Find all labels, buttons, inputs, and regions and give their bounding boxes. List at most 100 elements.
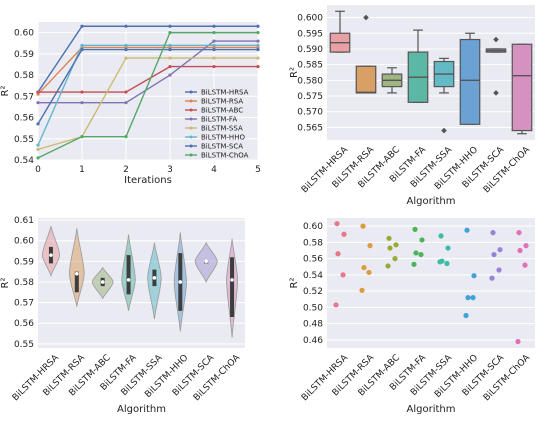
series-marker xyxy=(168,48,172,52)
violin-median-dot xyxy=(178,280,183,284)
series-marker xyxy=(256,48,260,52)
violin-median-dot xyxy=(49,253,53,257)
series-marker xyxy=(80,48,84,52)
series-marker xyxy=(80,43,84,47)
panel-top-left-line-chart: 0 1 2 3 4 5 0.54 0.55 0.56 0.57 0.58 0.59 0.60 R² Iter… xyxy=(0,22,261,186)
strip-point xyxy=(419,237,425,243)
legend-marker xyxy=(189,99,193,103)
box-outlier xyxy=(493,90,499,96)
legend-marker xyxy=(189,90,193,94)
strip-point xyxy=(445,245,451,251)
series-marker xyxy=(168,31,172,35)
legend-marker xyxy=(189,153,193,157)
series-marker xyxy=(168,64,172,69)
strip-point xyxy=(463,312,469,319)
y-tick-label: 0.54 xyxy=(303,271,323,281)
strip-point xyxy=(387,245,393,251)
strip-point xyxy=(361,264,367,271)
strip-point xyxy=(465,295,471,301)
series-marker xyxy=(212,39,216,43)
series-marker xyxy=(256,43,260,47)
violin-median-dot xyxy=(230,278,234,282)
y-tick-label: 0.48 xyxy=(303,320,323,330)
y-tick-label: 0.580 xyxy=(297,76,323,86)
x-tick-label: 1 xyxy=(79,165,85,175)
series-marker xyxy=(36,90,40,94)
y-tick-label: 0.55 xyxy=(14,340,34,350)
strip-point xyxy=(497,247,503,253)
strip-point xyxy=(522,262,528,268)
series-marker xyxy=(212,43,216,47)
legend-marker xyxy=(189,108,193,112)
series-marker xyxy=(256,39,260,43)
series-marker xyxy=(80,101,84,105)
strip-point xyxy=(517,247,523,254)
series-marker xyxy=(80,24,84,28)
y-tick-label: 0.57 xyxy=(14,299,34,309)
strip-point xyxy=(471,273,477,279)
strip-point xyxy=(359,287,365,293)
x-tick-label: 0 xyxy=(35,165,41,175)
y-tick-label: 0.61 xyxy=(14,216,34,226)
box-outlier xyxy=(363,14,369,21)
plot-background xyxy=(327,218,535,348)
series-marker xyxy=(124,90,128,94)
legend-label: BiLSTM-SCA xyxy=(201,143,243,151)
box-body xyxy=(511,43,533,132)
series-marker xyxy=(168,73,172,77)
y-tick-label: 0.600 xyxy=(297,14,323,24)
strip-point xyxy=(491,251,497,258)
y-tick-label: 0.56 xyxy=(14,114,34,124)
strip-point xyxy=(496,267,502,273)
series-line xyxy=(37,57,258,151)
x-axis-label: Algorithm xyxy=(117,404,166,415)
y-tick-label: 0.46 xyxy=(303,336,323,346)
strip-point xyxy=(333,302,339,308)
legend-marker xyxy=(189,135,193,139)
legend-marker xyxy=(189,117,193,121)
strip-point xyxy=(411,261,417,267)
strip-point xyxy=(444,260,450,267)
series-marker xyxy=(256,56,260,60)
series-marker xyxy=(36,156,40,160)
x-tick-label: 5 xyxy=(255,165,261,175)
series-marker xyxy=(212,56,216,60)
series-marker xyxy=(124,48,128,52)
series-marker xyxy=(124,43,128,47)
series-marker xyxy=(256,64,260,69)
series-marker xyxy=(168,43,172,47)
violin-median-dot xyxy=(204,259,208,264)
series-marker xyxy=(124,101,128,105)
panel-top-right-box-plot: 0.565 0.570 0.575 0.580 0.585 0.590 0.595 0.600… xyxy=(289,5,535,207)
series-marker xyxy=(80,90,84,94)
violin-median-dot xyxy=(126,278,131,282)
strip-point xyxy=(393,242,399,248)
series-marker xyxy=(256,24,260,28)
legend-label: BiLSTM-SSA xyxy=(201,125,243,133)
y-tick-label: 0.60 xyxy=(14,237,34,247)
strip-point xyxy=(392,256,398,262)
y-tick-label: 0.58 xyxy=(14,278,34,288)
series-marker xyxy=(212,31,216,35)
strip-point xyxy=(335,251,341,257)
series-marker xyxy=(124,135,128,139)
strip-point xyxy=(413,250,419,256)
y-tick-label: 0.595 xyxy=(297,29,323,39)
y-tick-label: 0.60 xyxy=(303,222,323,232)
legend-marker xyxy=(189,144,193,148)
legend-label: BiLSTM-ChOA xyxy=(201,152,249,160)
strip-point xyxy=(523,243,529,249)
series-marker xyxy=(124,24,128,28)
y-tick-label: 0.60 xyxy=(14,29,34,39)
violin-body xyxy=(69,228,85,307)
y-tick-label: 0.590 xyxy=(297,45,323,55)
series-marker xyxy=(36,101,40,105)
strip-point xyxy=(340,272,346,278)
series-line xyxy=(37,31,258,159)
series-marker xyxy=(212,64,216,69)
strip-point xyxy=(341,231,347,237)
x-tick-label: 4 xyxy=(211,165,217,175)
box-outlier xyxy=(493,36,499,43)
strip-point xyxy=(386,235,392,241)
